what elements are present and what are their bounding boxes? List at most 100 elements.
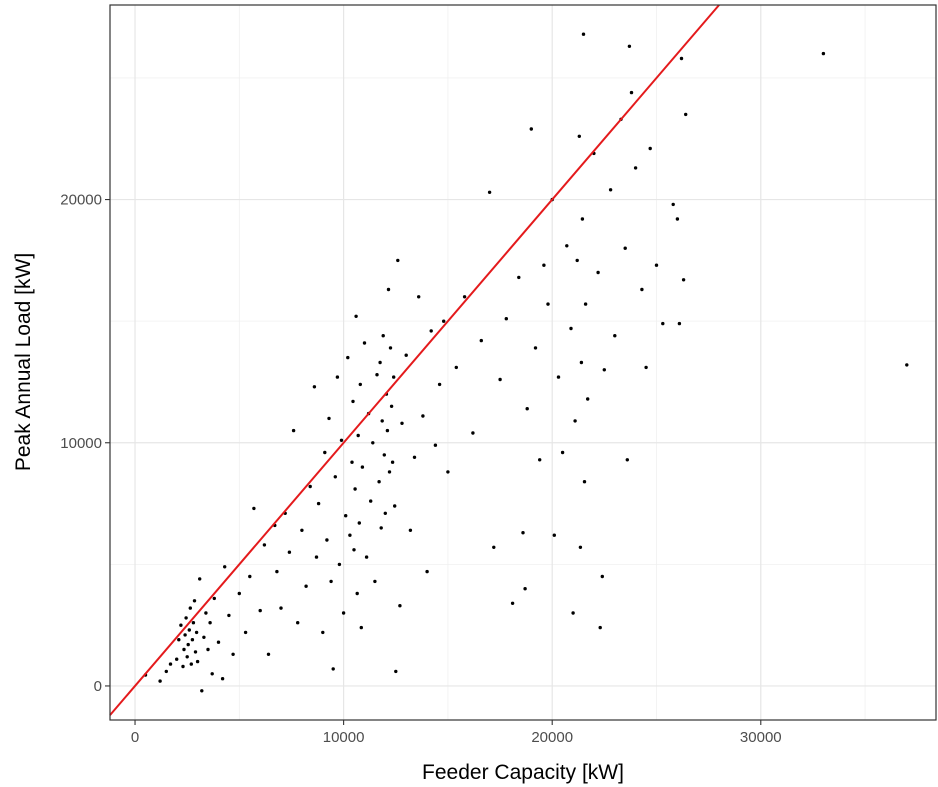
data-point — [291, 428, 296, 433]
data-point — [581, 32, 586, 36]
data-point — [190, 638, 195, 642]
data-point — [186, 642, 190, 647]
data-point — [661, 321, 665, 326]
data-point — [429, 329, 433, 333]
data-point — [182, 647, 186, 652]
data-point — [462, 295, 467, 299]
data-point — [275, 569, 279, 574]
data-point — [212, 596, 216, 601]
data-point — [231, 652, 235, 656]
data-point — [648, 146, 652, 151]
data-point — [183, 633, 187, 637]
data-point — [312, 385, 317, 389]
data-point — [184, 616, 188, 620]
data-point — [335, 375, 340, 379]
data-point — [327, 416, 331, 421]
data-point — [364, 555, 369, 559]
data-point — [677, 321, 682, 326]
data-point — [598, 625, 602, 630]
data-point — [905, 363, 909, 367]
data-point — [206, 647, 210, 652]
data-point — [684, 112, 688, 117]
data-point — [341, 611, 346, 615]
data-point — [353, 487, 357, 491]
data-point — [258, 608, 262, 613]
data-point — [175, 657, 179, 661]
data-point — [396, 258, 400, 263]
data-point — [633, 166, 638, 170]
data-point — [357, 521, 361, 525]
data-point — [454, 365, 458, 370]
data-point — [573, 419, 577, 423]
data-point — [479, 338, 483, 343]
data-point — [379, 526, 383, 530]
data-point — [394, 669, 398, 674]
data-point — [565, 244, 569, 248]
data-point — [654, 263, 659, 267]
data-point — [198, 577, 202, 581]
data-point — [596, 270, 600, 275]
data-point — [360, 465, 365, 469]
data-point — [220, 677, 225, 681]
data-point — [333, 475, 337, 479]
data-point — [202, 635, 206, 639]
data-point — [296, 621, 300, 625]
data-point — [331, 667, 335, 671]
data-point — [421, 414, 425, 418]
data-point — [373, 579, 377, 584]
data-point — [371, 441, 375, 445]
data-point — [359, 625, 363, 630]
data-point — [323, 450, 327, 455]
major-gridlines — [110, 5, 936, 720]
data-point — [369, 499, 373, 503]
data-point — [308, 484, 312, 489]
data-point — [388, 346, 393, 350]
data-point — [243, 630, 248, 635]
data-point — [381, 334, 385, 338]
x-tick-label: 10000 — [323, 729, 365, 746]
data-point — [640, 287, 644, 292]
data-point — [375, 373, 379, 377]
y-tick-label: 0 — [94, 678, 102, 695]
data-point — [321, 630, 325, 635]
panel-border — [109, 4, 937, 721]
data-point — [560, 450, 565, 455]
data-point — [354, 314, 358, 318]
data-point — [600, 574, 604, 579]
data-point — [404, 353, 408, 357]
data-point — [571, 611, 575, 615]
data-point — [675, 217, 680, 221]
data-point — [194, 630, 199, 635]
data-point — [392, 375, 396, 379]
data-point — [580, 217, 585, 221]
data-point — [510, 601, 515, 605]
data-point — [382, 453, 386, 457]
data-point — [316, 501, 321, 506]
data-point — [681, 278, 686, 282]
data-point — [356, 433, 360, 438]
data-point — [398, 604, 402, 608]
y-tick-label: 20000 — [60, 192, 102, 209]
data-point — [389, 404, 394, 408]
data-point — [608, 188, 613, 192]
data-point — [348, 533, 352, 537]
data-point — [627, 44, 632, 48]
x-axis-title: Feeder Capacity [kW] — [422, 761, 624, 784]
data-point — [210, 672, 214, 676]
data-point — [344, 514, 348, 518]
data-point — [329, 579, 333, 584]
data-points — [143, 32, 909, 693]
data-point — [185, 655, 189, 659]
data-point — [529, 127, 533, 131]
data-point — [521, 531, 525, 535]
data-point — [582, 480, 587, 484]
data-point — [179, 623, 183, 627]
data-point — [223, 565, 227, 569]
data-point — [314, 555, 319, 559]
data-point — [393, 504, 397, 508]
data-point — [352, 548, 356, 552]
data-point — [412, 455, 417, 459]
data-point — [629, 90, 634, 95]
data-point — [237, 591, 241, 596]
